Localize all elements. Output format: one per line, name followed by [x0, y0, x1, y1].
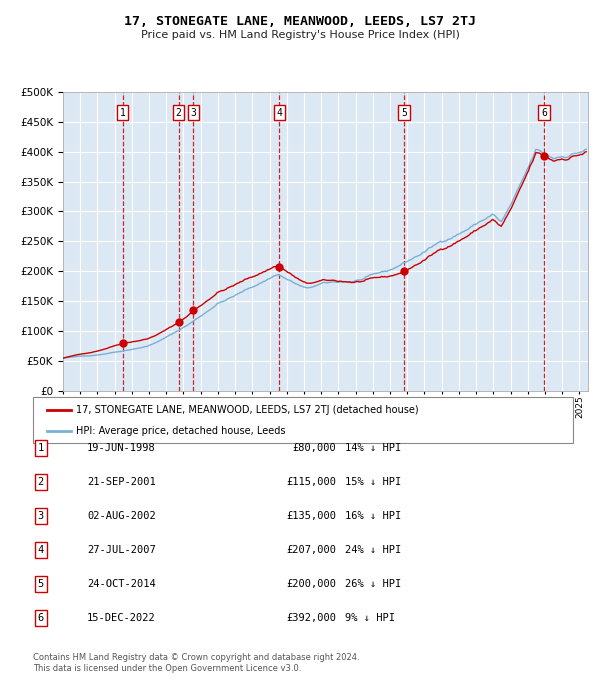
- Text: 17, STONEGATE LANE, MEANWOOD, LEEDS, LS7 2TJ: 17, STONEGATE LANE, MEANWOOD, LEEDS, LS7…: [124, 15, 476, 28]
- Text: 27-JUL-2007: 27-JUL-2007: [87, 545, 156, 555]
- Text: £135,000: £135,000: [286, 511, 336, 521]
- Text: 15% ↓ HPI: 15% ↓ HPI: [345, 477, 401, 487]
- Text: 24-OCT-2014: 24-OCT-2014: [87, 579, 156, 589]
- Text: 26% ↓ HPI: 26% ↓ HPI: [345, 579, 401, 589]
- Text: £115,000: £115,000: [286, 477, 336, 487]
- FancyBboxPatch shape: [33, 397, 573, 443]
- Text: 3: 3: [38, 511, 44, 521]
- Text: 9% ↓ HPI: 9% ↓ HPI: [345, 613, 395, 623]
- Text: £207,000: £207,000: [286, 545, 336, 555]
- Text: 5: 5: [401, 107, 407, 118]
- Text: 6: 6: [541, 107, 547, 118]
- Text: 6: 6: [38, 613, 44, 623]
- Text: 2: 2: [176, 107, 182, 118]
- Text: 1: 1: [119, 107, 125, 118]
- Text: 19-JUN-1998: 19-JUN-1998: [87, 443, 156, 453]
- Text: 3: 3: [191, 107, 196, 118]
- Text: 4: 4: [38, 545, 44, 555]
- Text: 21-SEP-2001: 21-SEP-2001: [87, 477, 156, 487]
- Text: £392,000: £392,000: [286, 613, 336, 623]
- Text: This data is licensed under the Open Government Licence v3.0.: This data is licensed under the Open Gov…: [33, 664, 301, 673]
- Text: Contains HM Land Registry data © Crown copyright and database right 2024.: Contains HM Land Registry data © Crown c…: [33, 653, 359, 662]
- Text: 15-DEC-2022: 15-DEC-2022: [87, 613, 156, 623]
- Text: £80,000: £80,000: [292, 443, 336, 453]
- Text: Price paid vs. HM Land Registry's House Price Index (HPI): Price paid vs. HM Land Registry's House …: [140, 30, 460, 40]
- Text: 17, STONEGATE LANE, MEANWOOD, LEEDS, LS7 2TJ (detached house): 17, STONEGATE LANE, MEANWOOD, LEEDS, LS7…: [76, 405, 419, 415]
- Text: HPI: Average price, detached house, Leeds: HPI: Average price, detached house, Leed…: [76, 426, 286, 437]
- Text: 14% ↓ HPI: 14% ↓ HPI: [345, 443, 401, 453]
- Text: 24% ↓ HPI: 24% ↓ HPI: [345, 545, 401, 555]
- Text: 16% ↓ HPI: 16% ↓ HPI: [345, 511, 401, 521]
- Text: 5: 5: [38, 579, 44, 589]
- Text: £200,000: £200,000: [286, 579, 336, 589]
- Text: 02-AUG-2002: 02-AUG-2002: [87, 511, 156, 521]
- Text: 4: 4: [277, 107, 283, 118]
- Text: 2: 2: [38, 477, 44, 487]
- Text: 1: 1: [38, 443, 44, 453]
